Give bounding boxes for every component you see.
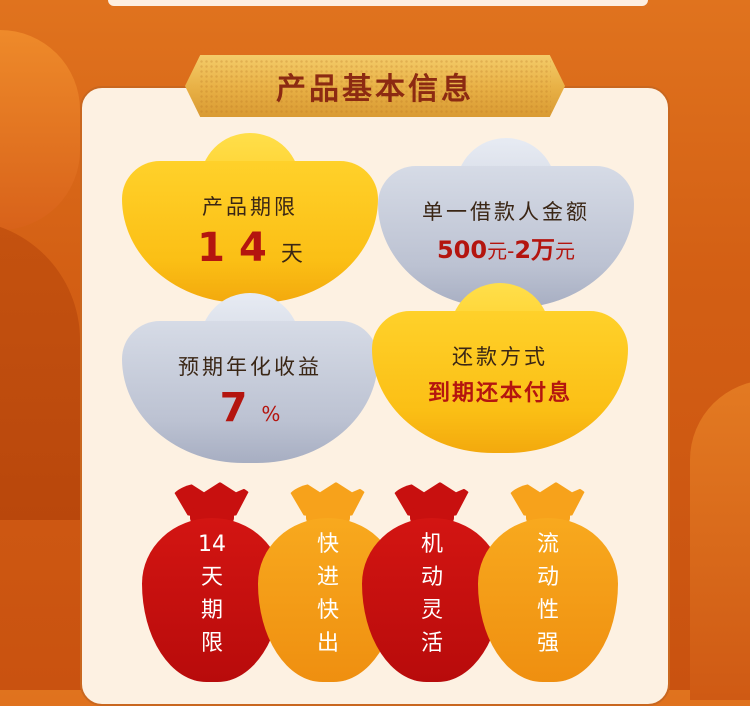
top-panel-edge	[108, 0, 648, 6]
bag-high-liquidity: 流 动 性 强	[478, 482, 618, 682]
card-label: 还款方式	[452, 345, 548, 369]
title-banner: 产品基本信息	[185, 55, 565, 117]
yield-number: 7	[219, 385, 262, 431]
amount-max: 2万	[514, 236, 556, 264]
bag-text: 14 天 期 限	[198, 532, 226, 656]
card-product-term: 产品期限 14天	[122, 133, 378, 303]
card-value: 7%	[122, 385, 378, 431]
background-wave-left	[0, 30, 80, 230]
amount-min-unit: 元	[487, 239, 508, 263]
bag-text: 流 动 性 强	[536, 532, 559, 656]
amount-separator: -	[507, 239, 515, 263]
card-borrower-amount: 单一借款人金额 500元-2万元	[378, 138, 634, 308]
amount-max-unit: 元	[555, 239, 576, 263]
card-value: 500元-2万元	[378, 230, 634, 265]
card-label: 预期年化收益	[178, 355, 322, 379]
page-title: 产品基本信息	[276, 72, 474, 107]
card-label: 产品期限	[202, 195, 298, 219]
money-bag-icon	[478, 518, 618, 682]
card-value: 14天	[122, 225, 378, 271]
bag-text: 快 进 快 出	[316, 532, 339, 656]
yield-unit: %	[261, 402, 281, 426]
bag-text: 机 动 灵 活	[420, 532, 443, 656]
term-number: 14	[197, 225, 281, 271]
card-value: 到期还本付息	[427, 381, 572, 406]
card-label: 单一借款人金额	[422, 200, 590, 224]
background-wave-left-lower	[0, 220, 80, 520]
card-repayment-method: 还款方式 到期还本付息	[372, 283, 628, 453]
term-unit: 天	[280, 242, 303, 267]
background-wave-right	[690, 380, 750, 700]
card-annual-yield: 预期年化收益 7%	[122, 293, 378, 463]
amount-min: 500	[436, 236, 488, 264]
